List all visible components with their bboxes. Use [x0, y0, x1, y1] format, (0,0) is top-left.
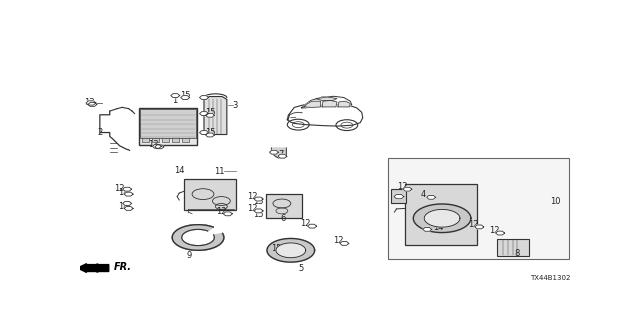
Polygon shape [123, 187, 132, 191]
Bar [138, 108, 197, 145]
Text: 15: 15 [180, 91, 191, 100]
Polygon shape [254, 197, 263, 201]
FancyBboxPatch shape [184, 179, 236, 210]
Polygon shape [278, 154, 287, 158]
Polygon shape [423, 228, 431, 231]
Text: 14: 14 [118, 188, 129, 197]
Polygon shape [403, 187, 412, 191]
Text: 4: 4 [421, 190, 426, 199]
Bar [182, 138, 189, 142]
Bar [142, 138, 150, 142]
FancyBboxPatch shape [392, 189, 406, 204]
Polygon shape [338, 101, 350, 107]
Polygon shape [304, 101, 321, 108]
Text: 15: 15 [205, 128, 215, 137]
Text: 15: 15 [253, 197, 264, 206]
Bar [152, 138, 159, 142]
FancyArrow shape [77, 264, 109, 272]
Text: 12: 12 [468, 220, 479, 229]
Text: 15: 15 [271, 244, 281, 253]
Polygon shape [271, 148, 286, 158]
Polygon shape [204, 97, 227, 134]
Text: 12: 12 [489, 226, 499, 235]
Polygon shape [123, 202, 132, 205]
Text: TX44B1302: TX44B1302 [530, 275, 570, 281]
Text: 12: 12 [300, 219, 311, 228]
Text: 13: 13 [84, 98, 94, 107]
Polygon shape [322, 100, 337, 107]
Polygon shape [287, 103, 363, 126]
Polygon shape [152, 144, 161, 148]
Polygon shape [276, 243, 306, 258]
Polygon shape [205, 133, 214, 137]
Polygon shape [427, 196, 436, 199]
FancyBboxPatch shape [405, 184, 477, 245]
Polygon shape [301, 96, 352, 108]
Text: 8: 8 [515, 250, 520, 259]
Polygon shape [200, 112, 209, 116]
Polygon shape [171, 94, 180, 98]
Polygon shape [200, 131, 209, 134]
Text: 5: 5 [298, 264, 303, 273]
Polygon shape [254, 209, 263, 213]
Text: 9: 9 [186, 251, 192, 260]
Polygon shape [413, 204, 471, 233]
Polygon shape [88, 102, 97, 106]
Bar [162, 138, 169, 142]
Text: 2: 2 [97, 128, 102, 137]
Polygon shape [316, 97, 337, 100]
Polygon shape [308, 224, 317, 228]
Text: FR.: FR. [114, 262, 132, 272]
Polygon shape [180, 96, 189, 100]
Text: 6: 6 [281, 214, 286, 223]
Polygon shape [424, 209, 460, 227]
Text: 12: 12 [247, 204, 257, 213]
Polygon shape [200, 96, 209, 100]
Polygon shape [124, 192, 133, 196]
Text: 7: 7 [278, 150, 284, 159]
Text: 3: 3 [233, 101, 238, 110]
Text: 1: 1 [172, 96, 177, 105]
Text: 14: 14 [174, 166, 184, 175]
Polygon shape [269, 150, 278, 154]
Text: 12: 12 [115, 184, 125, 193]
Text: 12: 12 [397, 182, 408, 191]
Text: 15: 15 [205, 108, 215, 117]
Polygon shape [86, 101, 96, 105]
Polygon shape [172, 225, 224, 250]
Polygon shape [267, 238, 315, 262]
Polygon shape [205, 113, 214, 117]
Text: 15: 15 [253, 210, 264, 219]
Text: 12: 12 [216, 207, 227, 216]
Text: 14: 14 [433, 223, 444, 232]
Polygon shape [124, 206, 133, 210]
Polygon shape [223, 212, 232, 216]
Text: 10: 10 [550, 196, 560, 205]
Text: 14: 14 [118, 202, 129, 211]
Polygon shape [475, 225, 484, 229]
Bar [388, 158, 568, 259]
Polygon shape [394, 195, 404, 199]
Text: 13: 13 [148, 140, 159, 149]
Polygon shape [495, 231, 504, 235]
Bar [140, 109, 196, 138]
Text: 12: 12 [333, 236, 343, 245]
Text: 12: 12 [247, 192, 257, 201]
Polygon shape [155, 145, 164, 149]
Polygon shape [340, 242, 349, 245]
FancyBboxPatch shape [266, 194, 301, 218]
Bar [172, 138, 179, 142]
Text: 11: 11 [214, 167, 224, 176]
FancyBboxPatch shape [497, 239, 529, 256]
